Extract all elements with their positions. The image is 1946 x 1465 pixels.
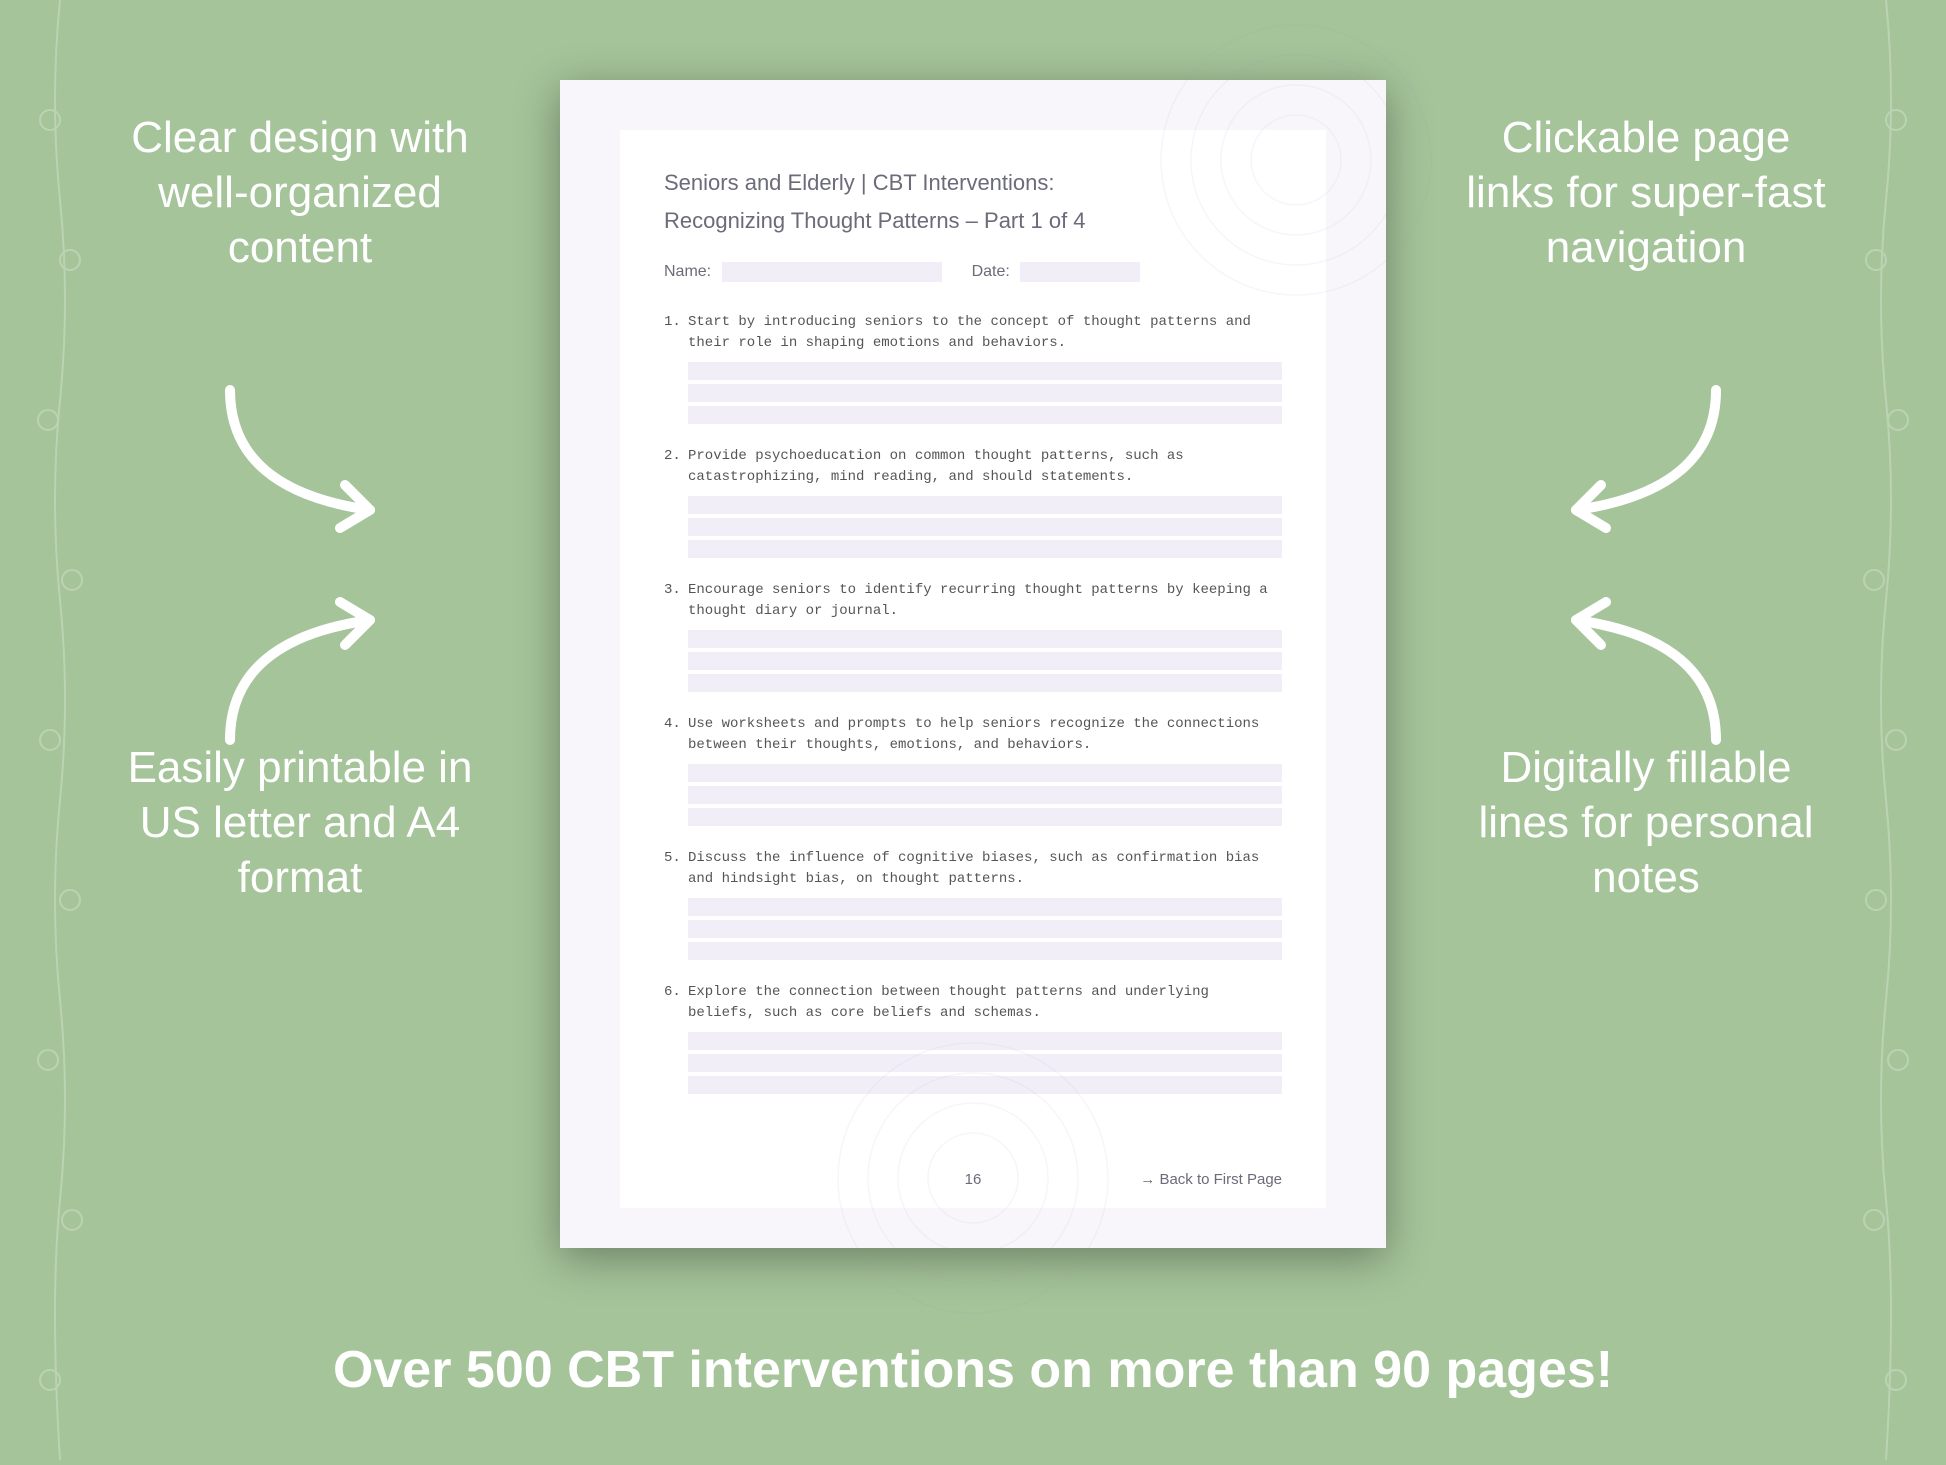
arrow-top-left-icon [200,370,420,550]
document-page: Seniors and Elderly | CBT Interventions:… [560,80,1386,1248]
name-input[interactable] [722,262,942,282]
back-to-first-link[interactable]: → Back to First Page [1140,1171,1282,1188]
fill-line[interactable] [688,496,1282,514]
fill-line[interactable] [688,518,1282,536]
fill-line[interactable] [688,652,1282,670]
item-text: Start by introducing seniors to the conc… [688,312,1282,354]
worksheet-item: 3.Encourage seniors to identify recurrin… [664,580,1282,692]
doc-footer: 16 → Back to First Page [664,1171,1282,1188]
arrow-bottom-left-icon [200,580,420,760]
worksheet-item: 5.Discuss the influence of cognitive bia… [664,848,1282,960]
worksheet-item: 6.Explore the connection between thought… [664,982,1282,1094]
worksheet-item: 4.Use worksheets and prompts to help sen… [664,714,1282,826]
floral-border-left [20,0,100,1460]
fill-lines[interactable] [688,898,1282,960]
date-input[interactable] [1020,262,1140,282]
doc-fields: Name: Date: [664,262,1282,282]
fill-line[interactable] [688,1032,1282,1050]
document-inner: Seniors and Elderly | CBT Interventions:… [620,130,1326,1208]
items-list: 1.Start by introducing seniors to the co… [664,312,1282,1094]
item-text: Explore the connection between thought p… [688,982,1282,1024]
worksheet-item: 1.Start by introducing seniors to the co… [664,312,1282,424]
item-number: 5. [664,848,688,890]
fill-line[interactable] [688,362,1282,380]
fill-line[interactable] [688,1054,1282,1072]
date-label: Date: [972,263,1010,280]
fill-line[interactable] [688,674,1282,692]
fill-line[interactable] [688,786,1282,804]
fill-line[interactable] [688,942,1282,960]
fill-line[interactable] [688,630,1282,648]
fill-lines[interactable] [688,496,1282,558]
fill-line[interactable] [688,764,1282,782]
arrow-top-right-icon [1526,370,1746,550]
item-number: 1. [664,312,688,354]
item-number: 4. [664,714,688,756]
item-text: Encourage seniors to identify recurring … [688,580,1282,622]
fill-line[interactable] [688,384,1282,402]
callout-top-left: Clear design with well-organized content [120,110,480,275]
item-number: 6. [664,982,688,1024]
item-text: Provide psychoeducation on common though… [688,446,1282,488]
doc-title-line1: Seniors and Elderly | CBT Interventions: [664,170,1282,196]
callout-bottom-right: Digitally fillable lines for personal no… [1466,740,1826,905]
fill-line[interactable] [688,808,1282,826]
fill-lines[interactable] [688,1032,1282,1094]
arrow-bottom-right-icon [1526,580,1746,760]
item-text: Discuss the influence of cognitive biase… [688,848,1282,890]
page-number: 16 [965,1171,982,1188]
doc-title-line2: Recognizing Thought Patterns – Part 1 of… [664,208,1282,234]
fill-line[interactable] [688,1076,1282,1094]
fill-lines[interactable] [688,630,1282,692]
fill-line[interactable] [688,920,1282,938]
callout-top-right: Clickable page links for super-fast navi… [1466,110,1826,275]
floral-border-right [1846,0,1926,1460]
item-text: Use worksheets and prompts to help senio… [688,714,1282,756]
item-number: 3. [664,580,688,622]
fill-line[interactable] [688,406,1282,424]
bottom-banner: Over 500 CBT interventions on more than … [0,1340,1946,1400]
fill-line[interactable] [688,898,1282,916]
fill-lines[interactable] [688,362,1282,424]
callout-bottom-left: Easily printable in US letter and A4 for… [120,740,480,905]
worksheet-item: 2.Provide psychoeducation on common thou… [664,446,1282,558]
name-label: Name: [664,263,711,280]
fill-line[interactable] [688,540,1282,558]
item-number: 2. [664,446,688,488]
fill-lines[interactable] [688,764,1282,826]
